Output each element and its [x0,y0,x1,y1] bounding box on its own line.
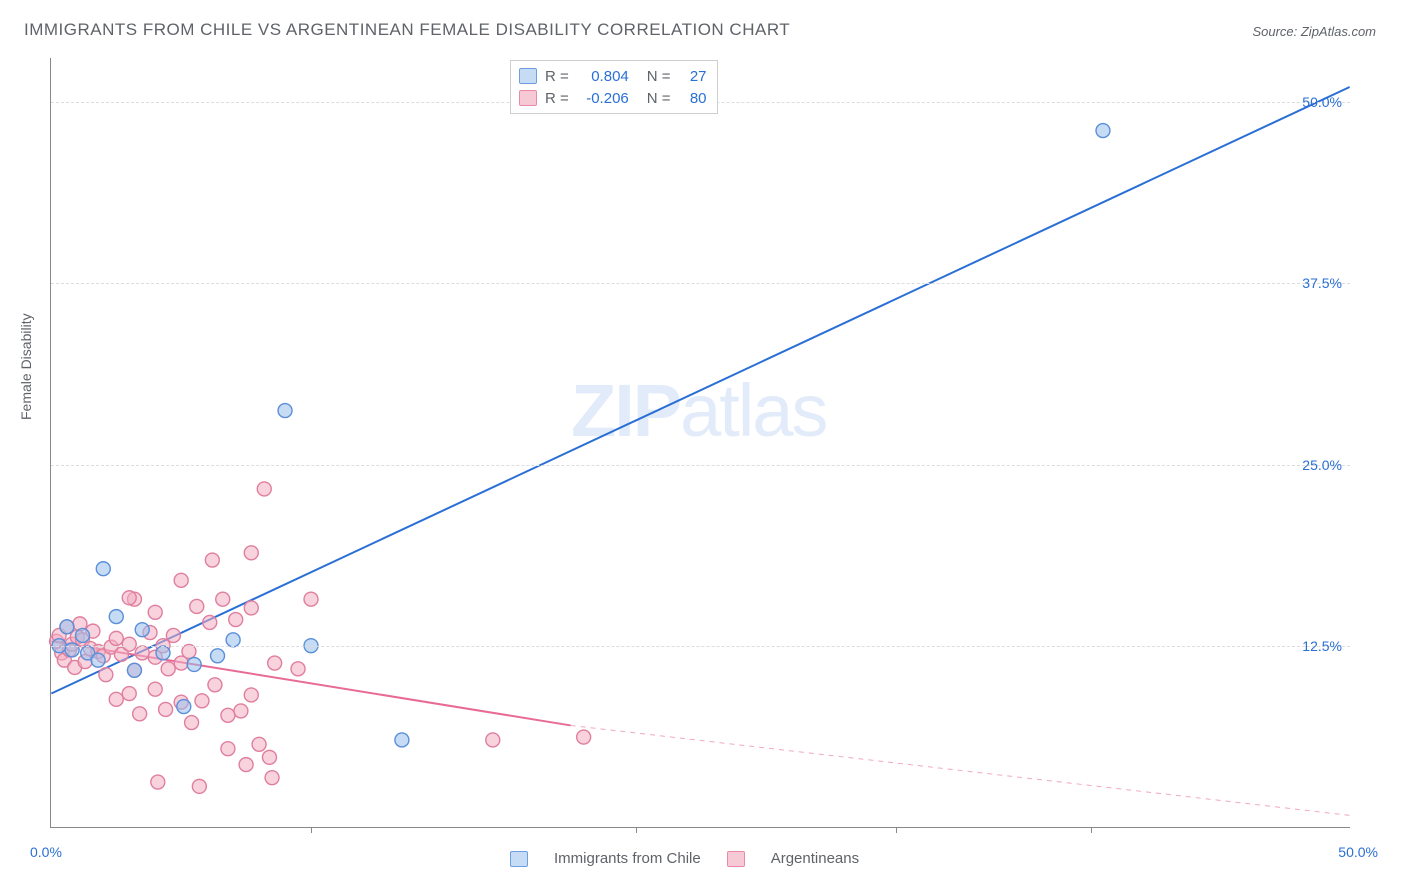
gridline [51,283,1350,284]
scatter-point-chile [395,733,409,747]
scatter-point-arg [268,656,282,670]
gridline [51,646,1350,647]
y-tick-label: 50.0% [1302,94,1342,110]
regression-line-arg-dashed [571,725,1350,815]
r-label: R = [545,68,569,85]
scatter-point-arg [122,591,136,605]
y-tick-label: 37.5% [1302,275,1342,291]
scatter-point-chile [60,620,74,634]
regression-line-arg-solid [51,641,570,725]
r-value: -0.206 [577,90,629,107]
swatch-chile-icon [510,851,528,867]
scatter-point-arg [244,601,258,615]
scatter-point-chile [127,663,141,677]
scatter-point-arg [239,758,253,772]
scatter-point-chile [76,628,90,642]
scatter-point-arg [148,682,162,696]
x-end-label: 50.0% [1338,844,1378,860]
scatter-point-chile [187,658,201,672]
scatter-point-arg [99,668,113,682]
scatter-point-arg [148,605,162,619]
scatter-point-arg [174,573,188,587]
scatter-point-arg [205,553,219,567]
scatter-point-arg [577,730,591,744]
scatter-point-arg [221,742,235,756]
x-tick-mark [1091,827,1092,833]
scatter-point-arg [244,546,258,560]
scatter-point-arg [486,733,500,747]
scatter-point-chile [1096,124,1110,138]
x-tick-mark [896,827,897,833]
scatter-point-arg [229,613,243,627]
scatter-point-arg [159,702,173,716]
scatter-point-arg [109,692,123,706]
y-axis-label: Female Disability [18,313,34,420]
scatter-point-arg [208,678,222,692]
source-label: Source: ZipAtlas.com [1252,24,1376,39]
stats-row-chile: R = 0.804 N = 27 [519,65,707,87]
scatter-point-chile [91,653,105,667]
scatter-point-arg [151,775,165,789]
r-label: R = [545,90,569,107]
scatter-point-arg [190,599,204,613]
scatter-point-chile [65,643,79,657]
scatter-point-arg [221,708,235,722]
scatter-point-arg [133,707,147,721]
x-tick-mark [636,827,637,833]
scatter-point-arg [185,716,199,730]
stats-legend: R = 0.804 N = 27 R = -0.206 N = 80 [510,60,718,114]
scatter-point-arg [257,482,271,496]
x-origin-label: 0.0% [30,844,62,860]
scatter-point-arg [234,704,248,718]
r-value: 0.804 [577,68,629,85]
scatter-point-chile [135,623,149,637]
plot-area: ZIPatlas 12.5%25.0%37.5%50.0% [50,58,1350,828]
scatter-point-arg [216,592,230,606]
scatter-point-arg [192,779,206,793]
scatter-point-chile [156,646,170,660]
scatter-point-arg [122,687,136,701]
scatter-point-arg [203,615,217,629]
scatter-point-chile [96,562,110,576]
scatter-point-arg [166,628,180,642]
n-label: N = [647,68,671,85]
gridline [51,465,1350,466]
swatch-arg-icon [727,851,745,867]
chart-title: IMMIGRANTS FROM CHILE VS ARGENTINEAN FEM… [24,20,790,40]
scatter-point-arg [262,750,276,764]
series-label-arg: Argentineans [771,850,859,867]
scatter-point-arg [252,737,266,751]
y-tick-label: 12.5% [1302,638,1342,654]
scatter-point-arg [265,771,279,785]
stats-row-argentineans: R = -0.206 N = 80 [519,87,707,109]
swatch-arg-icon [519,90,537,106]
scatter-point-chile [278,404,292,418]
scatter-point-chile [211,649,225,663]
series-label-chile: Immigrants from Chile [554,850,701,867]
scatter-point-arg [244,688,258,702]
scatter-point-arg [304,592,318,606]
scatter-point-arg [291,662,305,676]
n-value: 80 [679,90,707,107]
n-value: 27 [679,68,707,85]
n-label: N = [647,90,671,107]
scatter-point-arg [122,637,136,651]
scatter-point-arg [109,631,123,645]
series-legend: Immigrants from Chile Argentineans [510,850,859,867]
y-tick-label: 25.0% [1302,457,1342,473]
scatter-point-chile [177,700,191,714]
scatter-point-chile [109,610,123,624]
scatter-point-arg [135,646,149,660]
scatter-point-arg [161,662,175,676]
x-tick-mark [311,827,312,833]
scatter-point-arg [195,694,209,708]
scatter-point-chile [226,633,240,647]
swatch-chile-icon [519,68,537,84]
chart-svg [51,58,1350,827]
